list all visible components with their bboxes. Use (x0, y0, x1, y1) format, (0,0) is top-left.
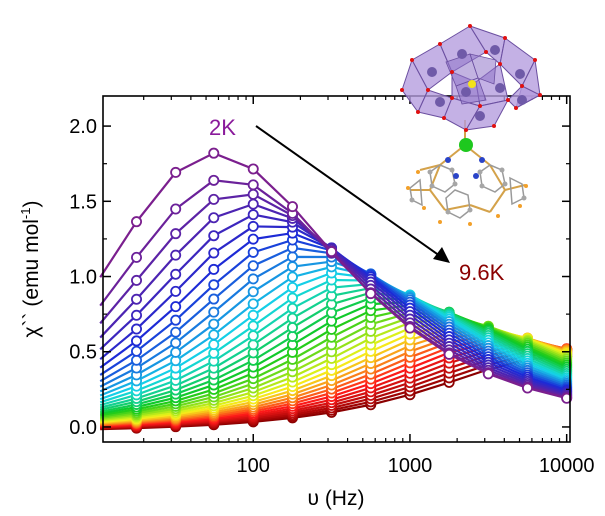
annotation-end-label: 9.6K (459, 260, 505, 285)
data-point (247, 233, 259, 245)
y-tick-label: 2.0 (69, 116, 97, 138)
data-point (286, 292, 298, 304)
y-tick-label: 1.5 (69, 191, 97, 213)
x-axis-label: υ (Hz) (308, 487, 365, 510)
data-point (482, 368, 494, 380)
data-point (443, 348, 455, 360)
data-point (131, 354, 143, 366)
data-point (208, 193, 220, 205)
y-axis-label: χ`` (emu mol-1) (18, 201, 43, 338)
data-point (170, 314, 182, 326)
data-point (208, 230, 220, 242)
data-point (131, 345, 143, 357)
data-point (286, 302, 298, 314)
data-point (208, 339, 220, 351)
data-point (286, 251, 298, 263)
data-point (170, 268, 182, 280)
data-point (247, 209, 259, 221)
data-point (286, 322, 298, 334)
data-point (247, 298, 259, 310)
data-point (521, 382, 533, 394)
data-point (170, 346, 182, 358)
series-1 (99, 147, 573, 404)
data-point (247, 330, 259, 342)
data-point (170, 285, 182, 297)
data-point (247, 309, 259, 321)
x-tick-label: 100 (237, 455, 270, 477)
y-tick-label: 0.0 (69, 417, 97, 439)
data-point (170, 166, 182, 178)
data-point (247, 260, 259, 272)
data-point (208, 293, 220, 305)
data-point (286, 201, 298, 213)
y-tick-label: 1.0 (69, 267, 97, 289)
tick-layer: 100 1000 10000 0.0 0.5 1.0 1.5 2.0 (69, 96, 594, 477)
data-point (286, 282, 298, 294)
data-point (131, 323, 143, 335)
data-point (247, 188, 259, 200)
data-point (247, 246, 259, 258)
data-point (131, 274, 143, 286)
data-point (170, 301, 182, 313)
annotation-start-label: 2K (209, 115, 236, 140)
x-tick-label: 10000 (539, 455, 595, 477)
data-point (247, 198, 259, 210)
data-point (208, 306, 220, 318)
data-point (247, 320, 259, 332)
data-point (247, 339, 259, 351)
data-point (247, 273, 259, 285)
data-point (326, 246, 338, 258)
data-point (170, 203, 182, 215)
data-point (131, 293, 143, 305)
data-point (247, 179, 259, 191)
data-point (208, 329, 220, 341)
data-point (170, 326, 182, 338)
x-tick-label: 1000 (388, 455, 433, 477)
series-layer (99, 147, 573, 434)
data-point (247, 220, 259, 232)
y-tick-label: 0.5 (69, 342, 97, 364)
data-point (208, 263, 220, 275)
data-point (131, 335, 143, 347)
data-point (208, 279, 220, 291)
plot-frame (102, 95, 571, 443)
data-point (286, 271, 298, 283)
data-point (208, 318, 220, 330)
data-point (247, 163, 259, 175)
data-point (170, 249, 182, 261)
data-point (170, 337, 182, 349)
data-point (208, 147, 220, 159)
data-point (208, 212, 220, 224)
data-point (365, 288, 377, 300)
data-point (286, 312, 298, 324)
data-point (131, 216, 143, 228)
data-point (170, 228, 182, 240)
trend-arrow (255, 125, 441, 257)
data-point (208, 347, 220, 359)
data-point (131, 309, 143, 321)
molecule-inset (400, 24, 542, 226)
data-point (131, 251, 143, 263)
data-point (286, 261, 298, 273)
data-point (208, 247, 220, 259)
data-point (561, 392, 573, 404)
data-point (247, 286, 259, 298)
data-point (208, 174, 220, 186)
data-point (286, 330, 298, 342)
trend-arrowhead (433, 247, 450, 263)
data-point (404, 322, 416, 334)
